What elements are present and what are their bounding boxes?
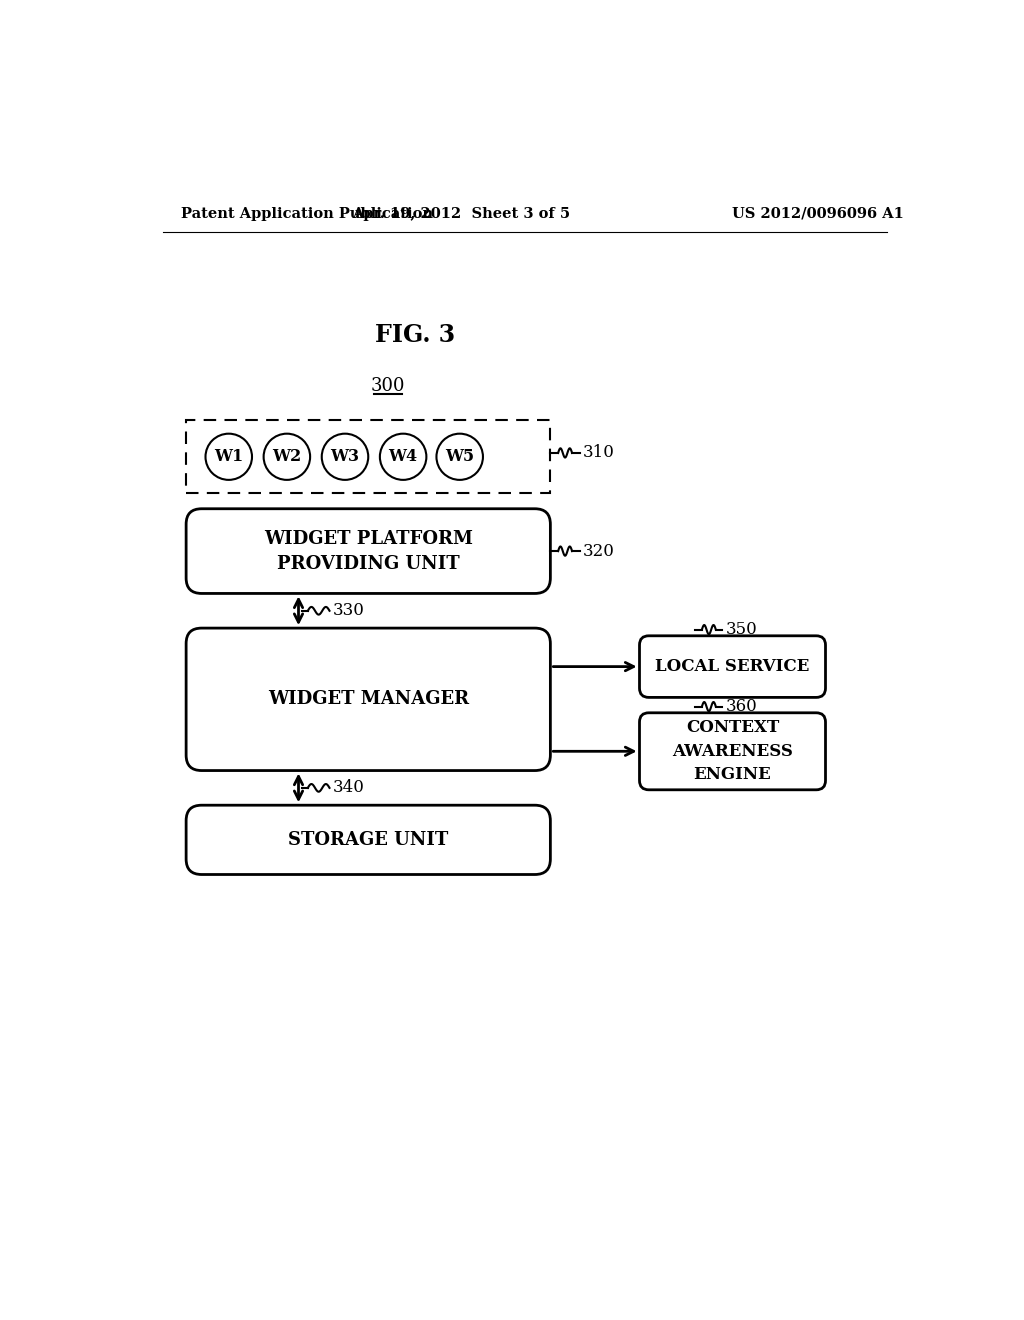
Text: W5: W5: [445, 449, 474, 465]
Text: 330: 330: [333, 602, 365, 619]
FancyBboxPatch shape: [186, 508, 550, 594]
Text: FIG. 3: FIG. 3: [375, 323, 455, 347]
FancyBboxPatch shape: [186, 805, 550, 875]
Text: 300: 300: [371, 376, 404, 395]
Text: LOCAL SERVICE: LOCAL SERVICE: [655, 659, 810, 675]
Circle shape: [436, 434, 483, 480]
Text: 320: 320: [583, 543, 614, 560]
Text: W2: W2: [272, 449, 301, 465]
Text: W4: W4: [388, 449, 418, 465]
Text: WIDGET PLATFORM
PROVIDING UNIT: WIDGET PLATFORM PROVIDING UNIT: [264, 529, 473, 573]
FancyBboxPatch shape: [640, 713, 825, 789]
Bar: [186, 420, 550, 494]
Text: 350: 350: [726, 622, 758, 638]
Circle shape: [263, 434, 310, 480]
Text: CONTEXT
AWARENESS
ENGINE: CONTEXT AWARENESS ENGINE: [672, 719, 793, 783]
Text: 310: 310: [583, 445, 614, 462]
Circle shape: [322, 434, 369, 480]
Text: W3: W3: [331, 449, 359, 465]
Circle shape: [380, 434, 426, 480]
Text: 340: 340: [333, 779, 365, 796]
Text: 360: 360: [726, 698, 758, 715]
Text: US 2012/0096096 A1: US 2012/0096096 A1: [732, 207, 904, 220]
Circle shape: [206, 434, 252, 480]
Text: STORAGE UNIT: STORAGE UNIT: [288, 830, 449, 849]
FancyBboxPatch shape: [186, 628, 550, 771]
Text: WIDGET MANAGER: WIDGET MANAGER: [267, 690, 469, 709]
Text: Patent Application Publication: Patent Application Publication: [180, 207, 433, 220]
Text: W1: W1: [214, 449, 244, 465]
FancyBboxPatch shape: [640, 636, 825, 697]
Text: Apr. 19, 2012  Sheet 3 of 5: Apr. 19, 2012 Sheet 3 of 5: [352, 207, 570, 220]
